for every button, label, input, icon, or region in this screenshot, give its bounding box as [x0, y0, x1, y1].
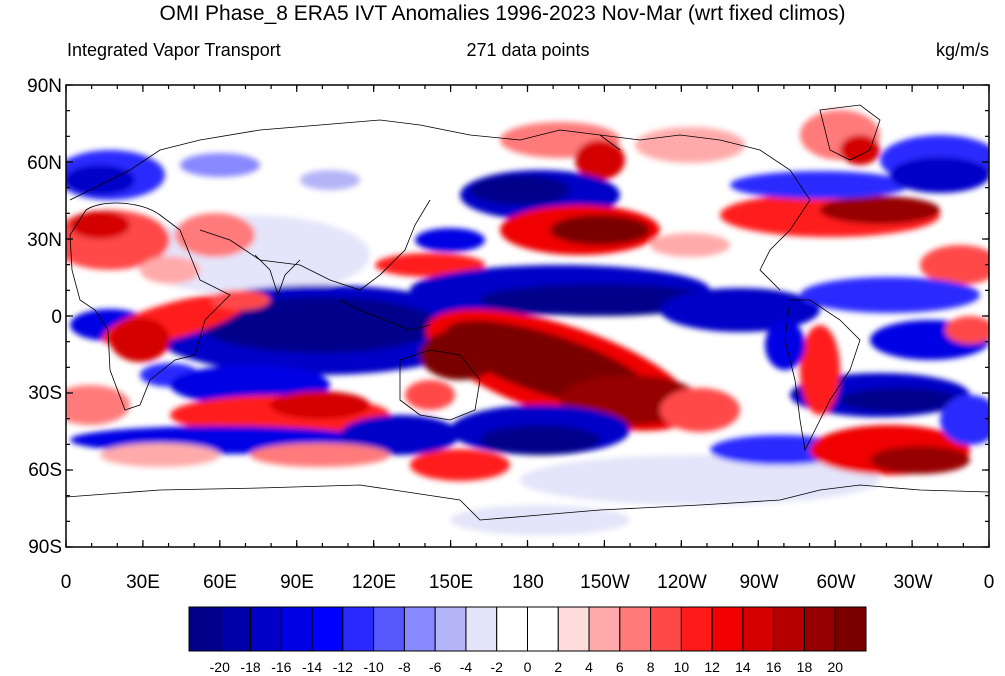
colorbar-swatch: [311, 606, 344, 652]
colorbar-label: 8: [647, 659, 655, 675]
lat-label-90n: 90N: [27, 76, 62, 97]
colorbar-label: 18: [797, 659, 813, 675]
colorbar-label: -20: [210, 659, 230, 675]
colorbar-swatch: [465, 606, 498, 652]
colorbar-label: -10: [364, 659, 384, 675]
subtitle-variable: Integrated Vapor Transport: [67, 40, 281, 60]
colorbar-label: 0: [524, 659, 532, 675]
colorbar-label: -16: [271, 659, 291, 675]
lat-label-60n: 60N: [27, 153, 62, 174]
anomaly-field: [66, 85, 989, 547]
lon-label-30e: 30E: [126, 572, 160, 593]
lat-labels: 90N 60N 30N 0 30S 60S 90S: [27, 76, 62, 558]
colorbar-swatch: [619, 606, 652, 652]
colorbar: [188, 606, 867, 652]
colorbar-label: 16: [766, 659, 782, 675]
lon-label-150e: 150E: [429, 572, 473, 593]
lon-label-30w: 30W: [893, 572, 932, 593]
colorbar-labels: -20 -18 -16 -14 -12 -10 -8 -6 -4 -2 0 2 4 6 8 10 12 14 16 1…: [210, 659, 844, 675]
colorbar-swatch: [557, 606, 590, 652]
colorbar-label: 14: [735, 659, 751, 675]
colorbar-swatch: [588, 606, 621, 652]
colorbar-swatch: [373, 606, 405, 652]
subtitle-count: 271 data points: [466, 40, 590, 60]
lon-label-150w: 150W: [580, 572, 630, 593]
colorbar-label: 10: [674, 659, 690, 675]
plot-title: OMI Phase_8 ERA5 IVT Anomalies 1996-2023…: [159, 2, 846, 25]
colorbar-swatch: [742, 606, 775, 652]
colorbar-swatch: [803, 606, 836, 652]
lon-label-60w: 60W: [816, 572, 855, 593]
colorbar-label: -18: [240, 659, 260, 675]
colorbar-swatch: [773, 606, 805, 652]
colorbar-label: -4: [460, 659, 473, 675]
colorbar-label: -6: [429, 659, 442, 675]
lat-label-90s: 90S: [28, 537, 62, 558]
colorbar-label: 4: [585, 659, 593, 675]
colorbar-label: 6: [616, 659, 624, 675]
lon-label-120w: 120W: [657, 572, 707, 593]
colorbar-swatch: [834, 606, 867, 652]
lon-label-0-right: 0: [984, 572, 995, 593]
subtitle-units: kg/m/s: [935, 40, 989, 60]
colorbar-label: -2: [491, 659, 504, 675]
colorbar-swatch: [280, 606, 313, 652]
colorbar-swatch: [680, 606, 713, 652]
lon-label-120e: 120E: [352, 572, 396, 593]
colorbar-swatch: [496, 606, 528, 652]
lon-label-90e: 90E: [280, 572, 314, 593]
colorbar-swatch: [188, 606, 221, 652]
colorbar-swatch: [434, 606, 467, 652]
colorbar-swatch: [711, 606, 744, 652]
colorbar-swatch: [219, 606, 252, 652]
lon-label-90w: 90W: [739, 572, 778, 593]
colorbar-label: -14: [302, 659, 322, 675]
lat-label-30n: 30N: [27, 230, 62, 251]
colorbar-swatch: [403, 606, 436, 652]
map-frame: [65, 84, 990, 548]
lat-label-60s: 60S: [28, 460, 62, 481]
colorbar-swatch: [650, 606, 682, 652]
colorbar-swatch: [527, 606, 559, 652]
colorbar-label: 20: [827, 659, 843, 675]
lat-label-30s: 30S: [28, 383, 62, 404]
lon-label-0: 0: [61, 572, 72, 593]
colorbar-swatch: [342, 606, 375, 652]
lon-label-60e: 60E: [203, 572, 237, 593]
lon-labels: 0 30E 60E 90E 120E 150E 180 150W 120W 90…: [61, 572, 995, 593]
colorbar-label: 12: [704, 659, 720, 675]
colorbar-label: -8: [398, 659, 411, 675]
colorbar-label: -12: [333, 659, 353, 675]
lat-label-eq: 0: [51, 307, 62, 328]
colorbar-swatch: [250, 606, 282, 652]
coastlines: [66, 104, 989, 521]
lon-label-180: 180: [512, 572, 544, 593]
colorbar-label: 2: [554, 659, 562, 675]
